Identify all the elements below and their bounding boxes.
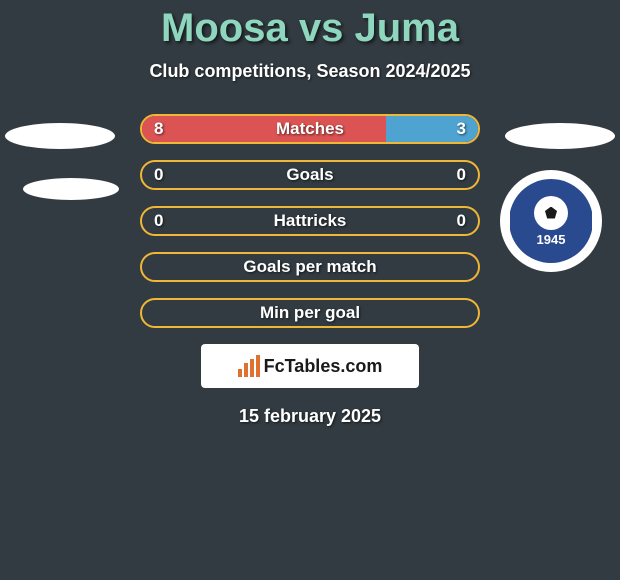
- stat-bar-left: [142, 116, 386, 142]
- date: 15 february 2025: [0, 406, 620, 427]
- stat-row: Goals per match: [140, 252, 480, 282]
- site-badge-text: FcTables.com: [264, 356, 383, 377]
- stat-value-left: 8: [154, 119, 163, 139]
- stat-value-left: 0: [154, 211, 163, 231]
- stat-label: Min per goal: [260, 303, 360, 323]
- stat-row: 0 0 Hattricks: [140, 206, 480, 236]
- stat-label: Matches: [276, 119, 344, 139]
- bar-chart-icon: [238, 355, 260, 377]
- stat-value-right: 0: [457, 211, 466, 231]
- stat-value-left: 0: [154, 165, 163, 185]
- stat-label: Goals: [286, 165, 333, 185]
- stat-value-right: 0: [457, 165, 466, 185]
- stat-label: Hattricks: [274, 211, 347, 231]
- stat-value-right: 3: [457, 119, 466, 139]
- site-badge[interactable]: FcTables.com: [201, 344, 419, 388]
- stat-row: 0 0 Goals: [140, 160, 480, 190]
- page-title: Moosa vs Juma: [0, 0, 620, 51]
- subtitle: Club competitions, Season 2024/2025: [0, 61, 620, 82]
- stat-label: Goals per match: [243, 257, 376, 277]
- stats-area: 8 3 Matches 0 0 Goals 0 0 Hattricks Goals per mat…: [0, 114, 620, 328]
- stat-row: Min per goal: [140, 298, 480, 328]
- stat-row: 8 3 Matches: [140, 114, 480, 144]
